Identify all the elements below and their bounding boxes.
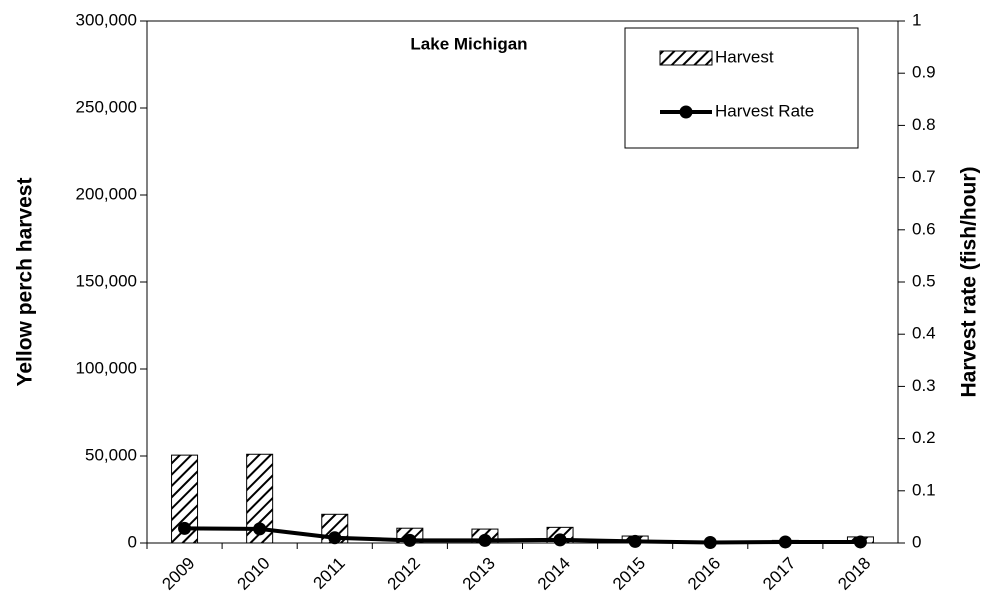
x-tick-label: 2015 [609, 554, 649, 594]
y-axis-label: Yellow perch harvest [14, 178, 37, 387]
y2-tick-label: 0.2 [912, 428, 936, 447]
y2-tick-label: 0.9 [912, 63, 936, 82]
y-tick-label: 50,000 [85, 445, 137, 464]
y-tick-label: 250,000 [76, 97, 137, 116]
x-tick-label: 2010 [233, 554, 273, 594]
point [778, 535, 792, 549]
x-tick-label: 2016 [684, 554, 724, 594]
chart-title: Lake Michigan [410, 34, 527, 53]
y2-tick-label: 0.3 [912, 376, 936, 395]
point [703, 535, 717, 549]
y2-axis-label: Harvest rate (fish/hour) [958, 166, 981, 397]
x-tick-label: 2009 [158, 554, 198, 594]
y2-tick-label: 0.7 [912, 167, 936, 186]
point [178, 521, 192, 535]
point [253, 522, 267, 536]
y-tick-label: 150,000 [76, 271, 137, 290]
y-tick-label: 100,000 [76, 358, 137, 377]
x-tick-label: 2013 [459, 554, 499, 594]
y2-tick-label: 0.8 [912, 115, 936, 134]
y-tick-label: 0 [128, 532, 137, 551]
point [853, 535, 867, 549]
y2-tick-label: 0.1 [912, 480, 936, 499]
y2-tick-label: 0.6 [912, 219, 936, 238]
x-tick-label: 2012 [384, 554, 424, 594]
legend-marker [679, 105, 693, 119]
y2-tick-label: 0.5 [912, 271, 936, 290]
legend-label: Harvest Rate [715, 101, 814, 120]
x-tick-label: 2018 [834, 554, 874, 594]
point [553, 533, 567, 547]
y2-tick-label: 1 [912, 10, 921, 29]
point [628, 534, 642, 548]
point [478, 533, 492, 547]
y-tick-label: 300,000 [76, 10, 137, 29]
point [403, 533, 417, 547]
y2-tick-label: 0 [912, 532, 921, 551]
y-tick-label: 200,000 [76, 184, 137, 203]
x-tick-label: 2011 [309, 554, 348, 593]
legend [624, 27, 859, 149]
legend-swatch [659, 50, 713, 66]
x-tick-label: 2014 [534, 554, 574, 594]
y2-tick-label: 0.4 [912, 324, 936, 343]
x-tick-label: 2017 [759, 554, 799, 594]
line [184, 526, 861, 545]
point [328, 531, 342, 545]
legend-label: Harvest [715, 47, 774, 66]
